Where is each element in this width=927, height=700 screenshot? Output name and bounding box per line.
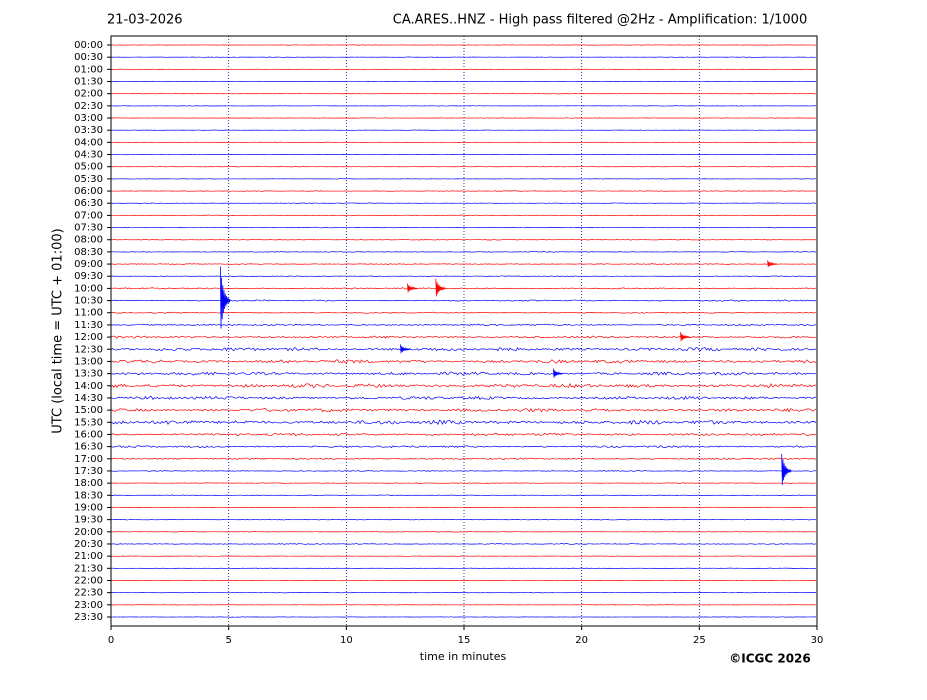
trace [111,239,816,240]
y-tick-label: 14:30 [74,393,103,404]
x-axis-label: time in minutes [420,650,507,663]
y-tick-label: 23:00 [74,600,103,611]
y-tick-label: 20:30 [74,539,103,550]
x-tick-label: 20 [575,635,588,646]
y-tick-label: 04:30 [74,150,103,161]
y-tick-label: 21:30 [74,563,103,574]
y-tick-label: 23:30 [74,612,103,623]
y-tick-label: 17:30 [74,466,103,477]
y-tick-label: 18:30 [74,490,103,501]
y-tick-label: 17:00 [74,454,103,465]
y-tick-label: 09:30 [74,271,103,282]
trace [111,495,816,496]
y-tick-label: 07:30 [74,223,103,234]
y-tick-label: 07:00 [74,210,103,221]
y-tick-label: 03:00 [74,113,103,124]
y-tick-label: 01:00 [74,64,103,75]
trace [111,519,816,520]
y-tick-label: 01:30 [74,77,103,88]
x-tick-label: 5 [225,635,231,646]
y-tick-label: 13:30 [74,369,103,380]
y-tick-label: 03:30 [74,125,103,136]
y-tick-label: 12:30 [74,344,103,355]
y-tick-label: 02:30 [74,101,103,112]
y-tick-label: 00:00 [74,40,103,51]
y-tick-label: 02:00 [74,89,103,100]
chart-title: CA.ARES..HNZ - High pass filtered @2Hz -… [393,13,807,28]
y-tick-label: 05:30 [74,174,103,185]
y-tick-label: 22:00 [74,575,103,586]
date-title: 21-03-2026 [107,13,183,28]
y-tick-label: 18:00 [74,478,103,489]
trace [111,227,816,228]
y-tick-label: 20:00 [74,527,103,538]
y-tick-label: 10:00 [74,283,103,294]
y-tick-label: 19:30 [74,515,103,526]
y-tick-label: 00:30 [74,52,103,63]
y-axis-label: UTC (local time = UTC + 01:00) [51,228,66,433]
y-tick-label: 15:30 [74,417,103,428]
y-tick-label: 21:00 [74,551,103,562]
y-tick-label: 15:00 [74,405,103,416]
y-tick-label: 16:00 [74,429,103,440]
x-tick-label: 0 [108,635,114,646]
y-tick-label: 08:00 [74,235,103,246]
y-tick-label: 13:00 [74,356,103,367]
y-tick-label: 06:30 [74,198,103,209]
y-tick-label: 22:30 [74,588,103,599]
y-tick-label: 16:30 [74,442,103,453]
x-tick-label: 15 [458,635,471,646]
y-tick-label: 14:00 [74,381,103,392]
x-tick-label: 30 [811,635,824,646]
y-tick-label: 05:00 [74,162,103,173]
y-tick-label: 04:00 [74,137,103,148]
x-tick-label: 25 [693,635,706,646]
y-tick-label: 19:00 [74,502,103,513]
y-tick-label: 08:30 [74,247,103,258]
y-tick-label: 10:30 [74,296,103,307]
y-tick-label: 06:00 [74,186,103,197]
y-tick-label: 11:30 [74,320,103,331]
trace [111,203,816,204]
x-tick-label: 10 [340,635,353,646]
y-tick-label: 09:00 [74,259,103,270]
y-tick-label: 11:00 [74,308,103,319]
y-tick-label: 12:00 [74,332,103,343]
copyright: ©ICGC 2026 [729,652,811,666]
